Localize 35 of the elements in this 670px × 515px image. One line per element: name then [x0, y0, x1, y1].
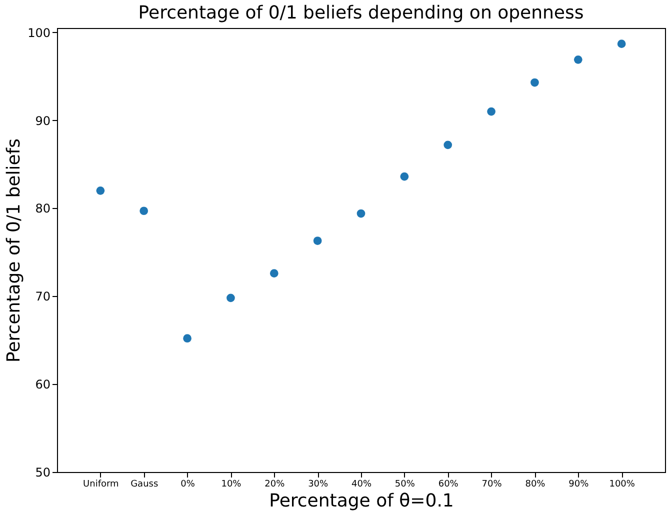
x-tick-label: 70% [482, 480, 502, 490]
point [270, 269, 278, 278]
point [444, 140, 452, 150]
point [530, 78, 539, 87]
point [226, 294, 235, 302]
x-tick-label: 40% [351, 480, 372, 490]
point [96, 186, 105, 195]
point [574, 55, 582, 64]
x-tick-label: 100% [609, 480, 636, 490]
point [356, 209, 366, 218]
chart-title: Percentage of 0/1 beliefs depending on openness [138, 2, 584, 24]
point [617, 40, 626, 48]
x-tick-label: 0% [180, 480, 196, 490]
y-tick-label: 50 [35, 466, 50, 480]
y-tick-label: 80 [35, 202, 50, 216]
x-tick-label: 20% [264, 480, 286, 490]
point [183, 334, 192, 343]
point [140, 206, 148, 216]
x-axis-title: Percentage of θ=0.1 [269, 490, 454, 512]
y-tick-label: 70 [35, 290, 50, 304]
x-tick-label: Gauss [130, 480, 158, 490]
point [313, 236, 322, 245]
y-tick-label: 100 [28, 26, 50, 40]
y-tick-label: 90 [35, 114, 50, 128]
x-tick-label: 10% [221, 480, 242, 490]
x-tick-label: 60% [438, 480, 459, 490]
x-tick-label: 80% [525, 480, 546, 490]
x-tick-label: 50% [394, 480, 416, 490]
x-tick-label: Uniform [83, 480, 119, 490]
y-axis-title: Percentage of 0/1 beliefs [4, 138, 25, 363]
x-tick-label: 90% [568, 480, 590, 490]
point [400, 172, 409, 181]
y-tick-label: 60 [35, 378, 50, 392]
point [487, 107, 496, 116]
x-tick-label: 30% [308, 480, 329, 490]
